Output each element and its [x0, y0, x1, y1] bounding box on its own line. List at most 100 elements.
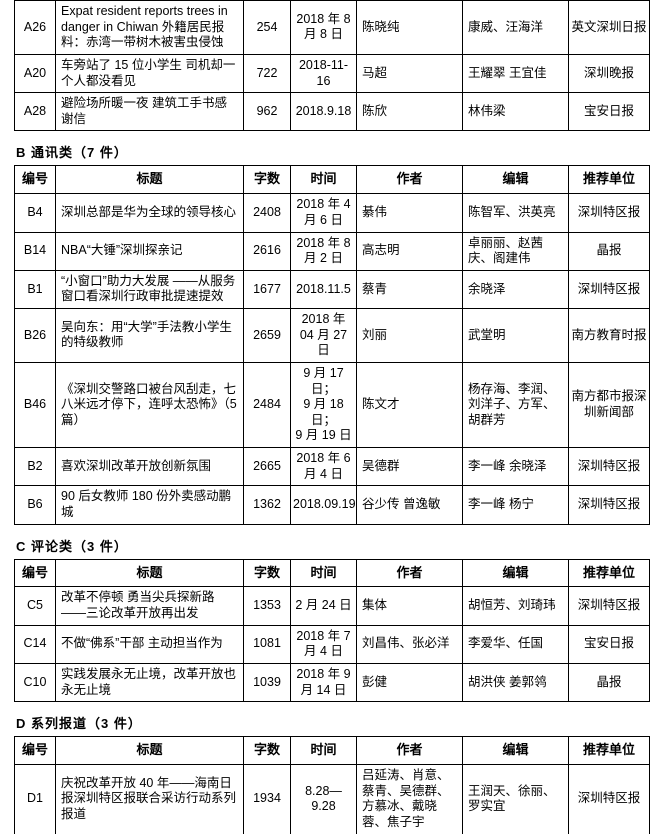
- table-row: C10 实践发展永无止境，改革开放也永无止境 1039 2018 年 9 月 1…: [14, 662, 650, 703]
- cell-editor: 林伟梁: [462, 92, 569, 132]
- column-header-editor: 编辑: [462, 558, 569, 588]
- cell-entry-id: B26: [14, 308, 56, 363]
- cell-editor: 李一峰 余晓泽: [462, 447, 569, 487]
- cell-title: 车旁站了 15 位小学生 司机却一个人都没看见: [55, 53, 244, 94]
- table-row: A20 车旁站了 15 位小学生 司机却一个人都没看见 722 2018-11-…: [14, 53, 650, 94]
- cell-title: NBA“大锤”深圳探亲记: [55, 231, 244, 271]
- cell-title: “小窗口”助力大发展 ——从服务窗口看深圳行政审批提速提效: [55, 269, 244, 310]
- cell-entry-id: B1: [14, 269, 56, 310]
- entry-section: C 评论类（3 件） 编号 标题 字数 时间 作者 编辑 推荐单位 C5 改革不…: [14, 536, 650, 703]
- cell-recommending-unit: 南方教育时报: [568, 308, 650, 363]
- cell-entry-id: D1: [14, 764, 56, 834]
- cell-recommending-unit: 宝安日报: [568, 624, 650, 664]
- cell-entry-id: C5: [14, 586, 56, 626]
- cell-entry-id: B6: [14, 485, 56, 525]
- table-row: A28 避险场所暖一夜 建筑工手书感谢信 962 2018.9.18 陈欣 林伟…: [14, 92, 650, 132]
- cell-date: 2018.11.5: [290, 269, 357, 310]
- cell-recommending-unit: 深圳特区报: [568, 586, 650, 626]
- cell-title: 实践发展永无止境，改革开放也永无止境: [55, 662, 244, 703]
- column-header-id: 编号: [14, 558, 56, 588]
- cell-recommending-unit: 宝安日报: [568, 92, 650, 132]
- cell-date: 2018.09.19: [290, 485, 357, 525]
- column-header-id: 编号: [14, 165, 56, 195]
- cell-editor: 杨存海、李润、刘洋子、方军、胡群芳: [462, 361, 569, 449]
- cell-title: 避险场所暖一夜 建筑工手书感谢信: [55, 92, 244, 132]
- cell-author: 蔡青: [356, 269, 463, 310]
- table-header-row: 编号 标题 字数 时间 作者 编辑 推荐单位: [14, 558, 650, 588]
- cell-date: 2018 年 6 月 4 日: [290, 447, 357, 487]
- cell-author: 綦伟: [356, 193, 463, 233]
- cell-entry-id: B14: [14, 231, 56, 271]
- cell-recommending-unit: 英文深圳日报: [568, 0, 650, 55]
- table-row: B4 深圳总部是华为全球的领导核心 2408 2018 年 4 月 6 日 綦伟…: [14, 193, 650, 233]
- cell-wordcount: 2659: [243, 308, 291, 363]
- cell-wordcount: 1353: [243, 586, 291, 626]
- cell-entry-id: B46: [14, 361, 56, 449]
- column-header-author: 作者: [356, 736, 463, 766]
- table-row: D1 庆祝改革开放 40 年——海南日报深圳特区报联合采访行动系列报道 1934…: [14, 764, 650, 834]
- table-row: B14 NBA“大锤”深圳探亲记 2616 2018 年 8 月 2 日 高志明…: [14, 231, 650, 271]
- cell-author: 吴德群: [356, 447, 463, 487]
- cell-recommending-unit: 南方都市报深圳新闻部: [568, 361, 650, 449]
- cell-editor: 武堂明: [462, 308, 569, 363]
- column-header-date: 时间: [290, 165, 357, 195]
- column-header-editor: 编辑: [462, 165, 569, 195]
- cell-editor: 余晓泽: [462, 269, 569, 310]
- cell-author: 刘丽: [356, 308, 463, 363]
- cell-title: 改革不停顿 勇当尖兵探新路——三论改革开放再出发: [55, 586, 244, 626]
- cell-author: 陈欣: [356, 92, 463, 132]
- cell-wordcount: 2408: [243, 193, 291, 233]
- cell-author: 彭健: [356, 662, 463, 703]
- column-header-author: 作者: [356, 558, 463, 588]
- table-row: B1 “小窗口”助力大发展 ——从服务窗口看深圳行政审批提速提效 1677 20…: [14, 269, 650, 310]
- cell-wordcount: 962: [243, 92, 291, 132]
- cell-editor: 康威、汪海洋: [462, 0, 569, 55]
- cell-recommending-unit: 深圳特区报: [568, 447, 650, 487]
- column-header-title: 标题: [55, 165, 244, 195]
- cell-editor: 王耀翠 王宜佳: [462, 53, 569, 94]
- cell-editor: 胡洪侠 姜郭鸰: [462, 662, 569, 703]
- table-row: A26 Expat resident reports trees in dang…: [14, 0, 650, 55]
- table-row: B2 喜欢深圳改革开放创新氛围 2665 2018 年 6 月 4 日 吴德群 …: [14, 447, 650, 487]
- cell-author: 高志明: [356, 231, 463, 271]
- cell-wordcount: 1362: [243, 485, 291, 525]
- cell-recommending-unit: 深圳特区报: [568, 193, 650, 233]
- section-title: B 通讯类（7 件）: [16, 145, 128, 161]
- cell-recommending-unit: 深圳特区报: [568, 269, 650, 310]
- cell-date: 9 月 17 日； 9 月 18 日； 9 月 19 日: [290, 361, 357, 449]
- entry-section: B 通讯类（7 件） 编号 标题 字数 时间 作者 编辑 推荐单位 B4 深圳总…: [14, 142, 650, 525]
- cell-editor: 李爱华、任国: [462, 624, 569, 664]
- cell-title: 深圳总部是华为全球的领导核心: [55, 193, 244, 233]
- cell-date: 2018.9.18: [290, 92, 357, 132]
- column-header-recommending-unit: 推荐单位: [568, 736, 650, 766]
- cell-entry-id: C10: [14, 662, 56, 703]
- cell-editor: 李一峰 杨宁: [462, 485, 569, 525]
- column-header-title: 标题: [55, 558, 244, 588]
- entries-table: 编号 标题 字数 时间 作者 编辑 推荐单位 C5 改革不停顿 勇当尖兵探新路—…: [14, 558, 650, 703]
- cell-title: 《深圳交警路口被台风刮走，七八米远才停下，连呼太恐怖》（5 篇）: [55, 361, 244, 449]
- section-title: C 评论类（3 件）: [16, 538, 128, 554]
- cell-author: 马超: [356, 53, 463, 94]
- cell-author: 吕延涛、肖意、蔡青、吴德群、方慕冰、戴晓蓉、焦子宇: [356, 764, 463, 834]
- column-header-date: 时间: [290, 736, 357, 766]
- cell-wordcount: 722: [243, 53, 291, 94]
- cell-recommending-unit: 晶报: [568, 231, 650, 271]
- cell-editor: 王润天、徐丽、罗实宜: [462, 764, 569, 834]
- cell-date: 2018 年 9 月 14 日: [290, 662, 357, 703]
- table-header-row: 编号 标题 字数 时间 作者 编辑 推荐单位: [14, 165, 650, 195]
- column-header-id: 编号: [14, 736, 56, 766]
- cell-editor: 胡恒芳、刘琦玮: [462, 586, 569, 626]
- cell-date: 2018 年 04 月 27 日: [290, 308, 357, 363]
- cell-entry-id: A26: [14, 0, 56, 55]
- cell-date: 2018-11-16: [290, 53, 357, 94]
- cell-title: Expat resident reports trees in danger i…: [55, 0, 244, 55]
- column-header-wordcount: 字数: [243, 736, 291, 766]
- cell-date: 2018 年 8 月 8 日: [290, 0, 357, 55]
- cell-author: 集体: [356, 586, 463, 626]
- cell-entry-id: A20: [14, 53, 56, 94]
- table-row: C5 改革不停顿 勇当尖兵探新路——三论改革开放再出发 1353 2 月 24 …: [14, 586, 650, 626]
- cell-recommending-unit: 深圳特区报: [568, 485, 650, 525]
- column-header-title: 标题: [55, 736, 244, 766]
- cell-recommending-unit: 深圳晚报: [568, 53, 650, 94]
